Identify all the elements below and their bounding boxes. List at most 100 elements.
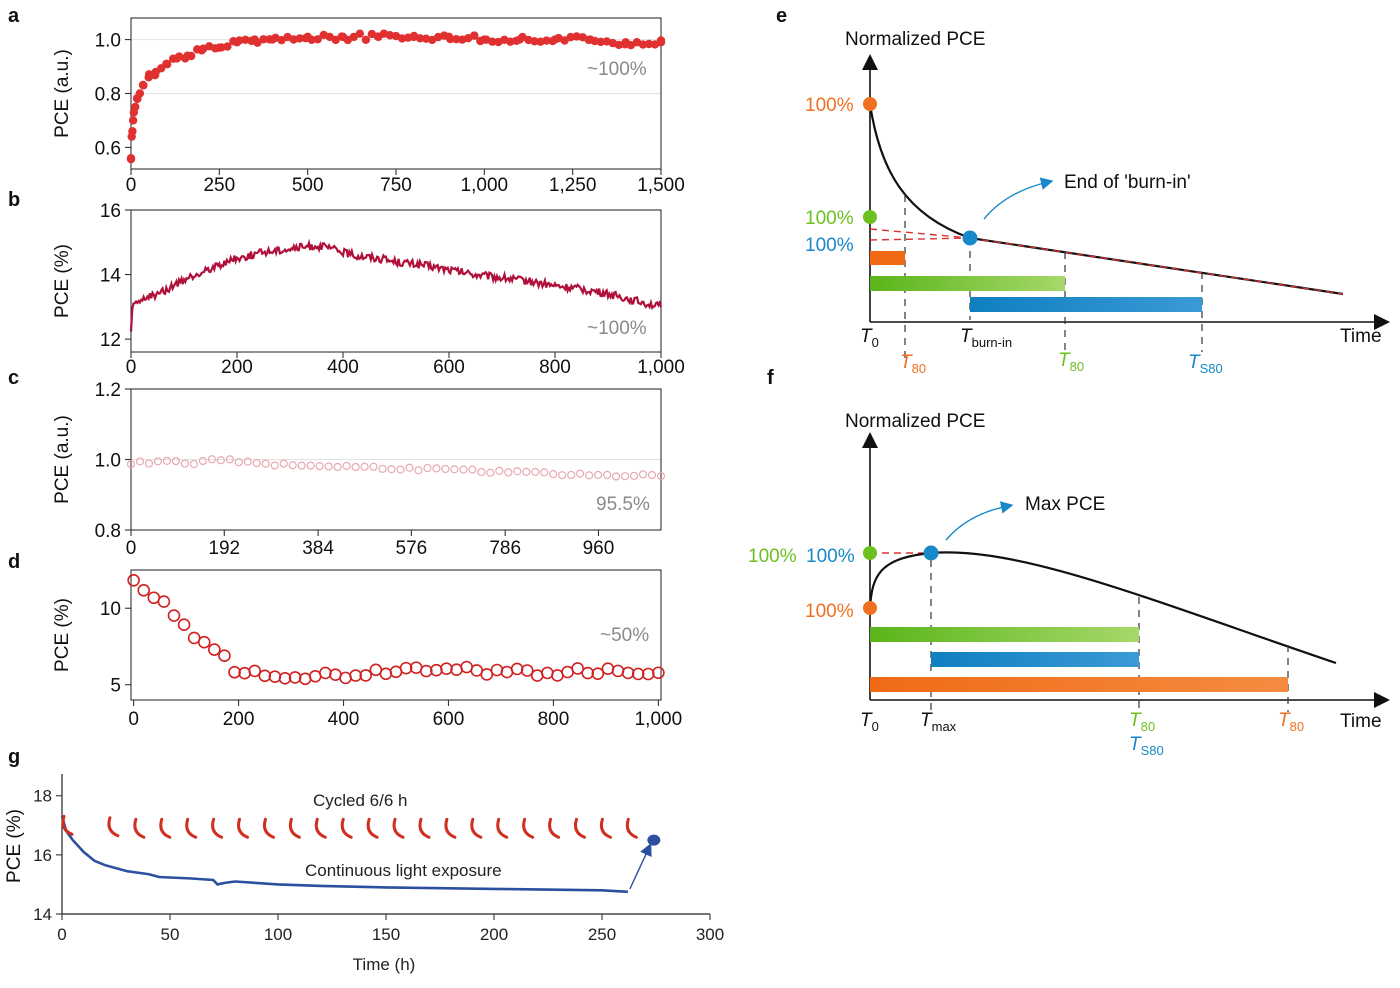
diagram-f-blue-bar [931,652,1139,667]
data-point [295,34,304,43]
data-point [131,102,140,112]
data-point [171,457,181,466]
panel-label-a: a [8,5,20,27]
chart-annotation: ~100% [587,318,647,339]
recovery-arrow [629,843,652,890]
data-point [216,456,225,465]
x-tick-label: 200 [223,709,255,730]
diagram-f-green-marker [863,546,877,560]
data-point [223,42,232,51]
x-tick-label: 600 [433,357,465,378]
data-point [581,666,595,680]
data-point [378,464,387,473]
y-tick-label: 1.2 [95,380,121,401]
data-point [656,472,666,481]
data-point [180,459,189,468]
data-point [127,573,140,587]
x-tick-label: 1,000 [637,357,685,378]
data-point [571,662,584,675]
cycle-arc [573,817,586,839]
x-axis-label: Time (h) [353,955,416,974]
panel-label-d: d [8,551,20,573]
diagram-e-pce-curve [868,103,1344,296]
data-point [162,456,172,465]
cycle-arc [314,817,327,839]
y-tick-label: 5 [110,676,121,697]
diagram-f-annotation: Max PCE [1025,494,1105,515]
data-point [369,462,378,471]
data-point [338,32,348,42]
x-tick-label: 100 [264,925,292,944]
data-point [279,459,288,468]
diagram-e-title: Normalized PCE [845,29,985,50]
data-point [440,662,453,675]
data-point [157,595,171,608]
data-point [611,472,621,481]
plot-frame [130,569,662,701]
data-point [228,665,241,679]
data-point [151,67,160,77]
data-point [488,37,497,46]
diagram-e-green-bar [870,276,1065,291]
cycle-arc [418,817,431,839]
data-point [250,35,259,44]
data-point [197,46,206,55]
series-cycled [61,814,638,839]
y-axis-label: PCE (%) [4,809,25,883]
diagram-f-orange-marker [863,601,877,615]
x-tick-label: 600 [433,709,465,730]
data-point [374,32,383,42]
data-point [360,462,369,471]
diagram-f-t80-orange: T80 [1278,710,1304,734]
chart-c: c 0 192 384 576 786 960 0.8 1.0 1.2 PCE (a.u.) 95.5… [8,367,666,559]
data-point [550,35,560,44]
data-point [288,671,302,684]
y-tick-label: 0.8 [95,85,121,106]
data-point [468,465,477,474]
data-point [135,89,145,98]
data-point [172,54,182,63]
data-point [647,470,657,480]
data-point [567,470,576,480]
data-point [258,669,272,683]
data-point [596,37,605,47]
chart-annotation: 95.5% [596,494,650,515]
diagram-f-annotation-arrow [945,501,1014,541]
data-point [198,456,207,466]
data-point [306,461,315,470]
cycle-arc [211,817,224,839]
x-tick-label: 1,500 [637,175,685,196]
diagram-e-tburnin: Tburn-in [960,326,1012,350]
x-tick-label: 750 [380,175,412,196]
y-axis-label: PCE (a.u.) [52,49,73,138]
data-point [387,465,396,474]
data-point [430,663,443,677]
data-point [351,462,360,472]
diagram-e-t80-orange: T80 [900,352,926,376]
cycle-arc [262,817,275,839]
series-continuous [60,816,628,894]
diagram-f-t0: T0 [860,710,879,734]
cycle-arc [107,816,120,838]
data-point [313,35,322,44]
data-point [490,663,504,677]
chart-b: b 0 200 400 600 800 1,000 12 14 16 PCE (%) ~100% [8,189,685,378]
data-point [128,116,138,125]
data-point [303,32,312,42]
cycle-arc [159,817,172,839]
diagram-f-orange-bar [870,677,1288,692]
diagram-e-annotation: End of 'burn-in' [1064,172,1191,193]
data-point [601,662,615,675]
diagram-f-label-100-orange: 100% [805,601,854,622]
x-tick-label: 300 [696,925,724,944]
data-point [248,664,262,678]
data-point [542,36,551,45]
diagram-e-extrap-green [869,228,971,239]
data-point [355,29,365,38]
data-point [324,462,333,471]
cycle-arc [392,817,405,839]
data-point [586,35,595,44]
data-point [513,467,522,476]
data-point [298,672,312,686]
